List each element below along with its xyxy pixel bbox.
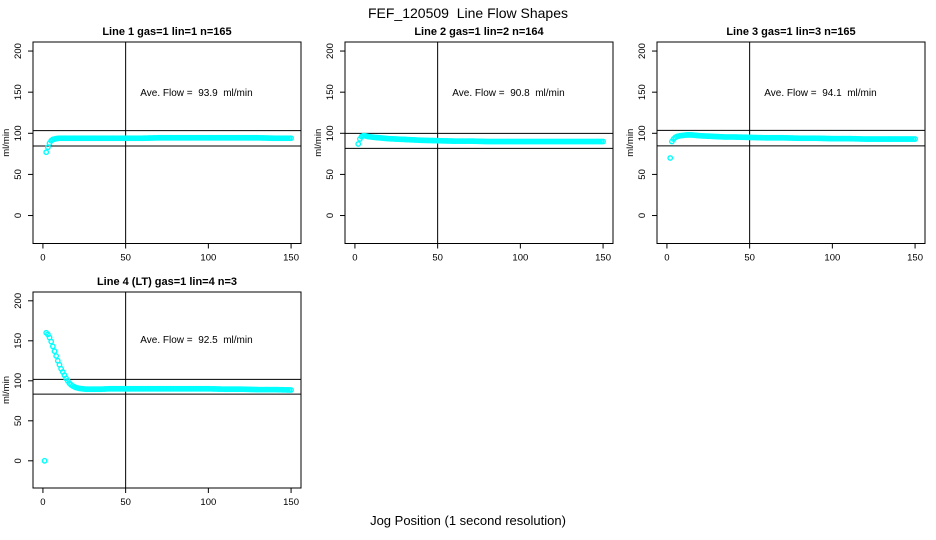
avg-flow-annotation: Ave. Flow = 92.5 ml/min [140,335,252,346]
data-point [48,338,55,345]
outlier-point [41,457,48,464]
y-tick-label: 100 [13,125,24,141]
y-tick-label: 0 [325,213,336,218]
data-point [288,135,294,142]
y-tick-label: 0 [637,213,648,218]
y-tick-label: 50 [637,169,648,180]
y-tick-label: 200 [637,43,648,59]
subplot-title: Line 2 gas=1 lin=2 n=164 [414,26,544,38]
figure-xlabel: Jog Position (1 second resolution) [370,513,566,528]
y-tick-label: 150 [13,333,24,349]
x-tick-label: 150 [283,253,299,264]
y-tick-label: 200 [13,43,24,59]
x-tick-label: 0 [352,253,357,264]
y-axis-title: ml/min [313,129,324,157]
y-tick-label: 100 [637,125,648,141]
data-point [600,138,606,145]
x-tick-label: 50 [432,253,443,264]
y-tick-label: 200 [13,293,24,309]
x-tick-label: 150 [283,497,299,508]
subplot-title: Line 3 gas=1 lin=3 n=165 [726,26,855,38]
data-point [355,141,362,147]
y-tick-label: 50 [325,169,336,180]
data-series [41,329,294,464]
outlier-point [667,155,674,161]
data-series [43,134,294,156]
plot-box [32,291,302,489]
data-point [288,387,294,393]
plot-box [656,41,926,244]
figure-title: FEF_120509 Line Flow Shapes [367,5,568,21]
y-tick-label: 150 [637,84,648,100]
y-tick-label: 50 [13,416,24,427]
data-point [53,353,60,359]
x-tick-label: 100 [512,253,528,264]
x-tick-label: 50 [120,253,131,264]
y-tick-label: 100 [325,125,336,141]
x-tick-label: 100 [200,497,216,508]
x-tick-label: 150 [907,253,923,264]
subplot-title: Line 4 (LT) gas=1 lin=4 n=3 [97,276,237,288]
x-tick-label: 50 [120,497,131,508]
data-series [355,132,606,147]
x-tick-label: 100 [824,253,840,264]
data-point [43,149,50,156]
y-tick-label: 0 [13,213,24,218]
y-tick-label: 50 [13,169,24,180]
x-tick-label: 100 [200,253,216,264]
x-tick-label: 0 [40,497,45,508]
avg-flow-annotation: Ave. Flow = 90.8 ml/min [452,88,564,99]
y-tick-label: 150 [13,84,24,100]
y-tick-label: 200 [325,43,336,59]
subplot-1: Line 1 gas=1 lin=1 n=165 0 50 100 150 0 50 100 1… [1,26,302,264]
y-axis-title: ml/min [625,129,636,157]
y-axis-title: ml/min [1,129,12,157]
data-point [49,343,56,350]
data-point [51,348,58,355]
x-tick-label: 0 [40,253,45,264]
plot-box [344,41,614,244]
y-tick-label: 100 [13,373,24,389]
data-series [667,132,918,161]
subplot-2: Line 2 gas=1 lin=2 n=164 0 50 100 150 0 50 100 1… [313,26,614,264]
subplot-title: Line 1 gas=1 lin=1 n=165 [102,26,231,38]
y-axis-title: ml/min [1,376,12,404]
avg-flow-annotation: Ave. Flow = 94.1 ml/min [764,88,876,99]
subplot-4: Line 4 (LT) gas=1 lin=4 n=3 0 50 100 150 0 50 1… [1,276,302,508]
subplot-3: Line 3 gas=1 lin=3 n=165 0 50 100 150 0 50 100 1… [625,26,926,264]
y-tick-label: 0 [13,458,24,463]
avg-flow-annotation: Ave. Flow = 93.9 ml/min [140,88,252,99]
plot-box [32,41,302,244]
x-tick-label: 0 [664,253,669,264]
data-point [912,136,918,142]
x-tick-label: 50 [744,253,755,264]
y-tick-label: 150 [325,84,336,100]
x-tick-label: 150 [595,253,611,264]
